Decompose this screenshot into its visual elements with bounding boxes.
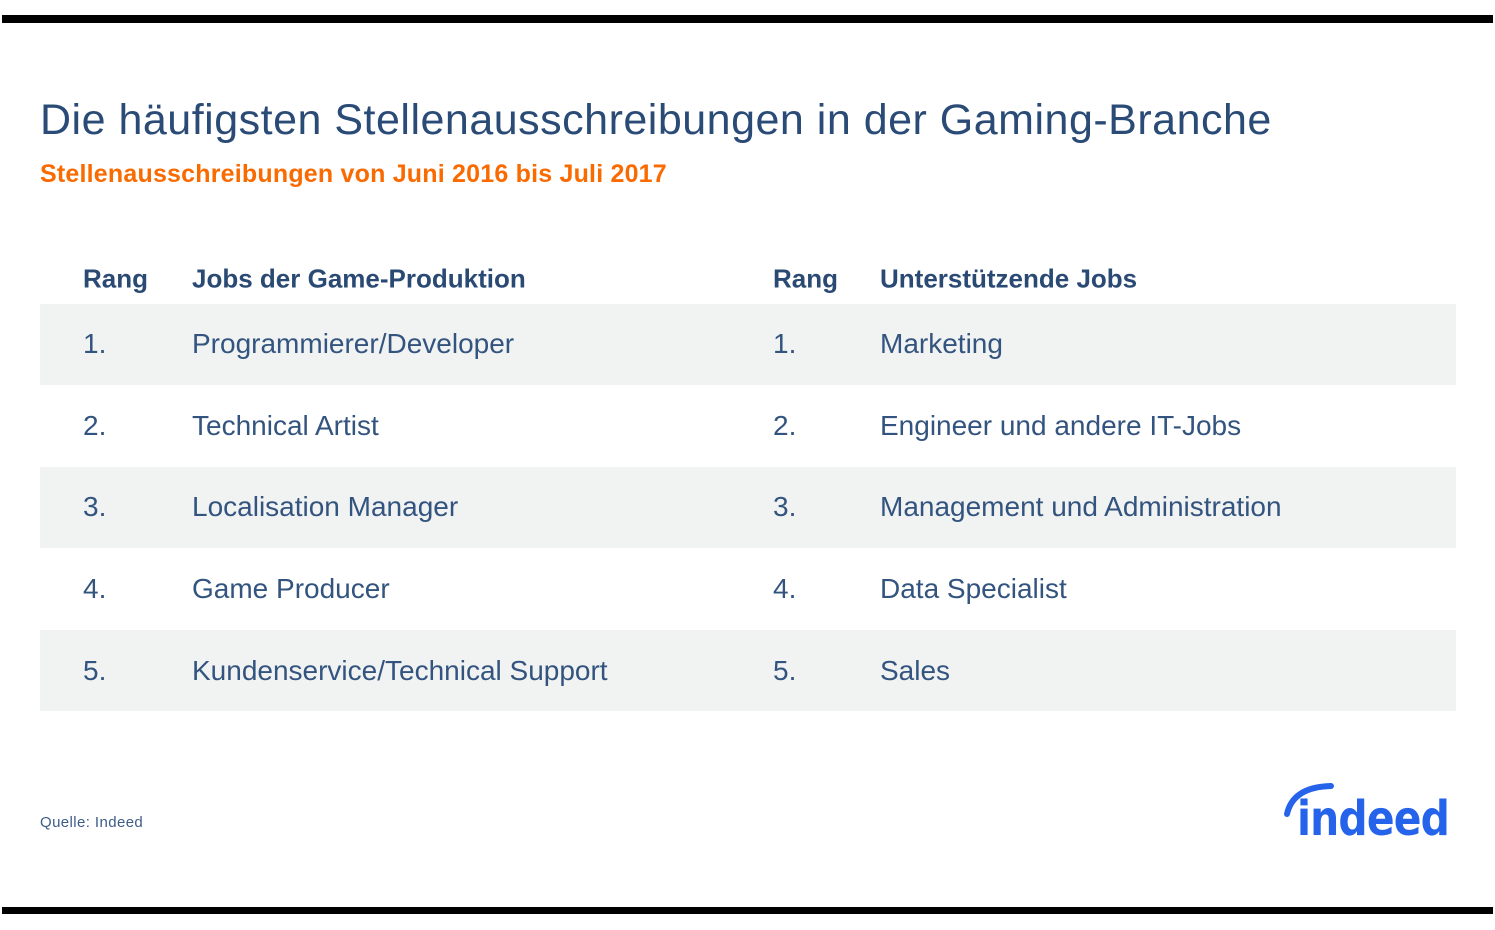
left-table-title: Jobs der Game-Produktion xyxy=(192,263,526,294)
table-row: 3. Localisation Manager 3. Management un… xyxy=(40,466,1456,549)
left-rank: 5. xyxy=(83,654,107,686)
right-rank: 5. xyxy=(773,654,797,686)
left-rank: 4. xyxy=(83,573,107,605)
table-body: 1. Programmierer/Developer 1. Marketing … xyxy=(40,303,1456,712)
table-row: 5. Kundenservice/Technical Support 5. Sa… xyxy=(40,629,1456,712)
right-job-label: Marketing xyxy=(880,328,1003,360)
left-rank: 2. xyxy=(83,409,107,441)
table-row: 4. Game Producer 4. Data Specialist xyxy=(40,548,1456,630)
bottom-border-bar xyxy=(2,907,1493,914)
right-job-label: Engineer und andere IT-Jobs xyxy=(880,409,1242,441)
indeed-logo: indeed xyxy=(1284,783,1450,844)
right-rank-header: Rang xyxy=(773,263,838,294)
table-row: 2. Technical Artist 2. Engineer und ande… xyxy=(40,385,1456,467)
source-note: Quelle: Indeed xyxy=(40,814,144,831)
table-row: 1. Programmierer/Developer 1. Marketing xyxy=(40,303,1456,386)
left-job-label: Technical Artist xyxy=(192,409,379,441)
right-rank: 1. xyxy=(773,328,797,360)
right-table-title: Unterstützende Jobs xyxy=(880,263,1138,294)
right-rank: 2. xyxy=(773,409,797,441)
right-job-label: Data Specialist xyxy=(880,573,1067,605)
page-subtitle: Stellenausschreibungen von Juni 2016 bis… xyxy=(40,160,667,188)
left-job-label: Kundenservice/Technical Support xyxy=(192,654,608,686)
right-job-label: Sales xyxy=(880,654,951,686)
page-title: Die häufigsten Stellenausschreibungen in… xyxy=(40,96,1272,144)
logo-wordmark: indeed xyxy=(1297,791,1449,844)
top-border-bar xyxy=(2,15,1493,23)
logo-arc-icon xyxy=(1284,783,1334,817)
left-rank: 3. xyxy=(83,491,107,523)
left-job-label: Game Producer xyxy=(192,573,390,605)
left-job-label: Programmierer/Developer xyxy=(192,328,515,360)
table-header-row: Rang Jobs der Game-Produktion Rang Unter… xyxy=(40,258,1456,300)
left-job-label: Localisation Manager xyxy=(192,491,459,523)
right-rank: 4. xyxy=(773,573,797,605)
left-rank-header: Rang xyxy=(83,263,148,294)
right-rank: 3. xyxy=(773,491,797,523)
right-job-label: Management und Administration xyxy=(880,491,1282,523)
left-rank: 1. xyxy=(83,328,107,360)
